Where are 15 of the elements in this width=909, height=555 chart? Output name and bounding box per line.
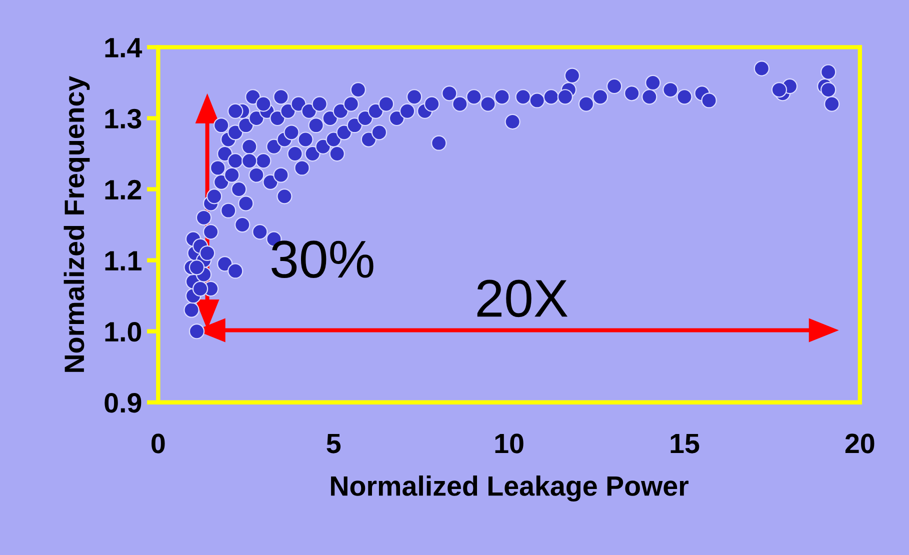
x-axis-title: Normalized Leakage Power: [331, 475, 688, 502]
y-tick-label: 0.9: [104, 393, 142, 413]
x-tick-label: 10: [495, 434, 524, 454]
annotation: 30%: [272, 240, 374, 278]
y-tick-label: 1.0: [105, 322, 142, 342]
y-tick-label: 1.3: [105, 108, 142, 129]
x-tick-label: 5: [326, 434, 341, 454]
y-tick-label: 1.1: [105, 251, 142, 270]
annotation: 20X: [477, 280, 568, 318]
y-axis-title: Normalized Frequency: [64, 76, 90, 372]
y-tick-label: 1.2: [105, 180, 142, 200]
x-tick-label: 20: [845, 434, 874, 454]
y-tick-label: 1.4: [105, 38, 142, 58]
x-tick-label: 0: [152, 434, 165, 454]
x-tick-label: 15: [670, 434, 700, 454]
